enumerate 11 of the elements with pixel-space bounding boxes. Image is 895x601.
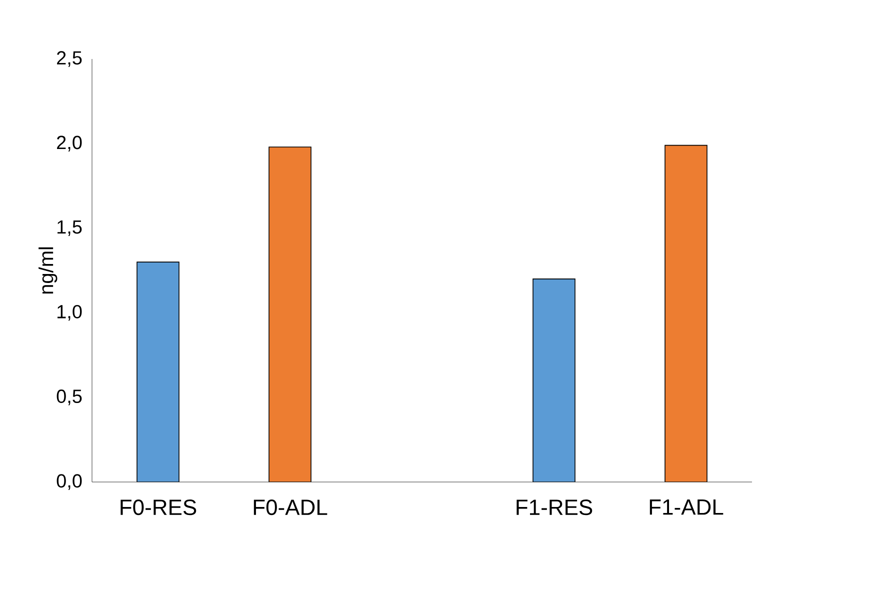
- y-tick-label: 1,0: [58, 304, 82, 321]
- x-tick-label: F1-RES: [516, 500, 592, 516]
- x-tick-label: F0-RES: [120, 500, 196, 516]
- y-tick-label: 2,0: [57, 136, 82, 152]
- x-tick-label: F1-ADL: [650, 500, 724, 515]
- y-tick-label: 0,5: [56, 390, 82, 406]
- y-tick-label: 0,0: [56, 474, 82, 490]
- y-tick-label: 2,5: [57, 51, 82, 67]
- y-tick-label: 1,5: [58, 220, 82, 236]
- x-tick-label: F0-ADL: [254, 500, 328, 516]
- y-axis-title: ng/ml: [38, 247, 58, 294]
